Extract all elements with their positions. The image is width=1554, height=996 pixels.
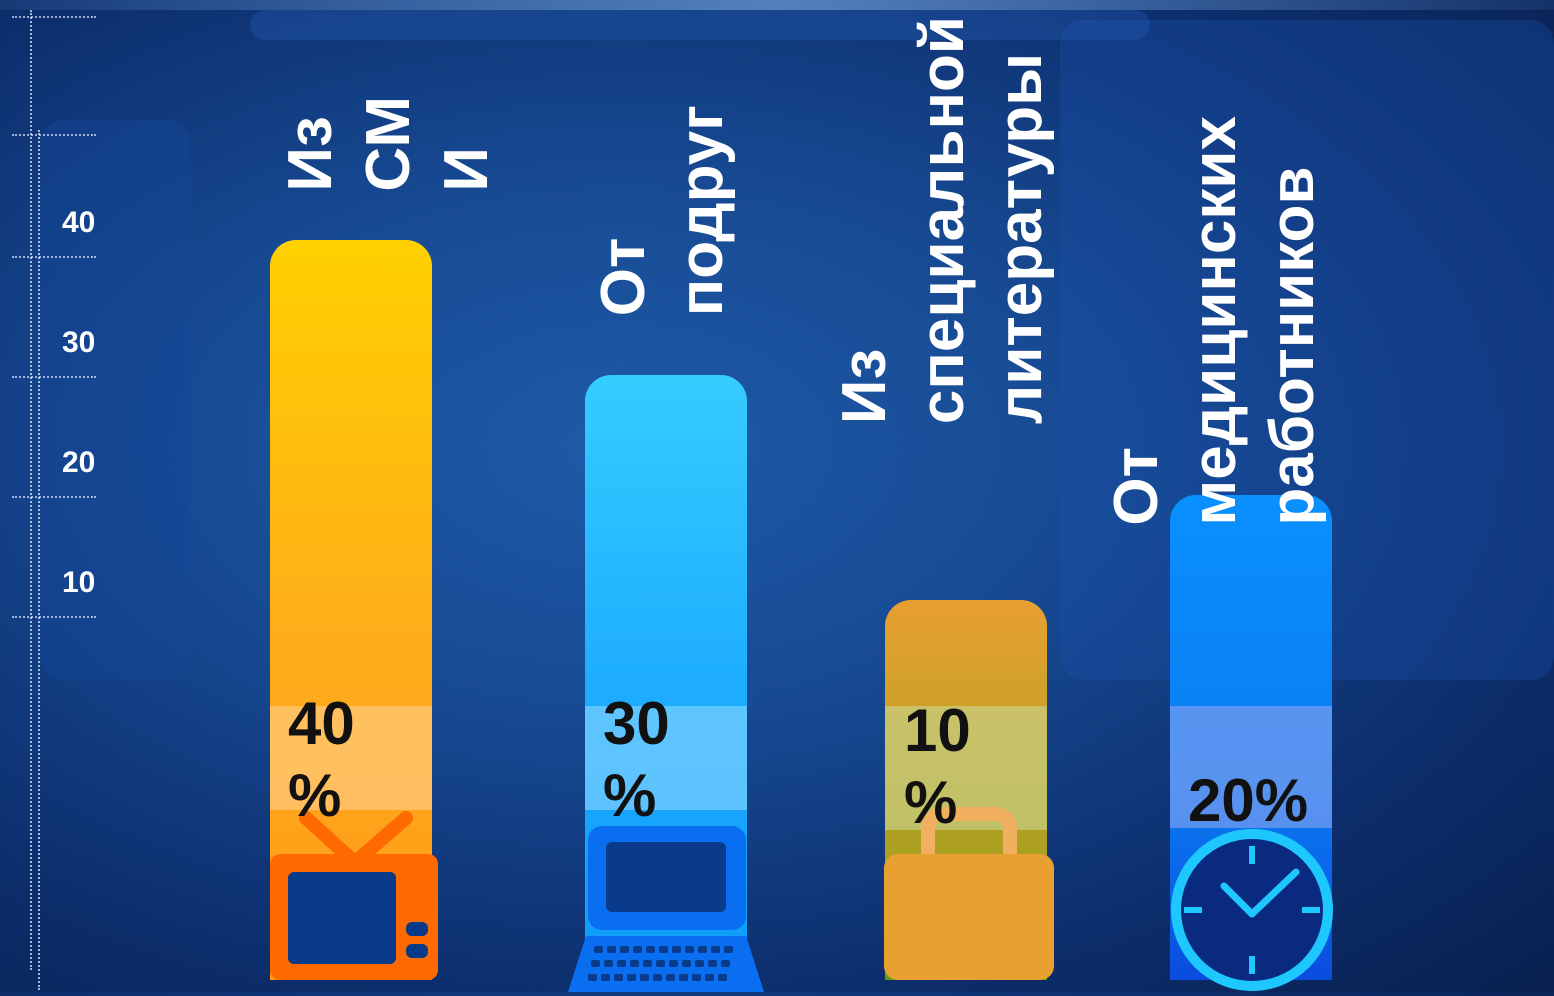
y-tick-label: 30	[62, 326, 96, 359]
background-panel	[40, 120, 190, 680]
y-tick-mark	[12, 376, 96, 378]
computer-icon	[568, 826, 764, 992]
bar-value-band	[1170, 706, 1332, 828]
tv-icon	[270, 811, 438, 980]
top-glow-line	[0, 0, 1554, 10]
y-axis-line-outer	[30, 10, 32, 970]
bar-value-band	[585, 706, 747, 810]
category-label: От медицинских работников	[1102, 116, 1327, 526]
data-value-label: 10 %	[904, 697, 971, 836]
y-tick-mark	[12, 616, 96, 618]
y-gridline-top	[12, 16, 96, 18]
category-label: Из СМ И	[276, 96, 501, 192]
y-tick-mark	[12, 256, 96, 258]
bag-icon	[884, 807, 1054, 980]
category-label: Из специальной литературы	[830, 15, 1055, 424]
bar-value-band	[270, 706, 432, 810]
y-tick-label: 10	[62, 566, 96, 599]
y-tick-mark	[12, 496, 96, 498]
y-tick-label: 40	[62, 206, 96, 239]
data-value-label: 20%	[1188, 767, 1309, 834]
y-tick-label: 20	[62, 446, 96, 479]
data-value-label: 30 %	[603, 690, 670, 829]
data-value-label: 40 %	[288, 690, 355, 829]
y-axis-line-inner	[38, 130, 40, 990]
category-label: От подруг	[589, 104, 736, 316]
y-gridline-top	[12, 134, 96, 136]
clock-icon	[1171, 829, 1333, 991]
background-panel	[250, 10, 1150, 40]
